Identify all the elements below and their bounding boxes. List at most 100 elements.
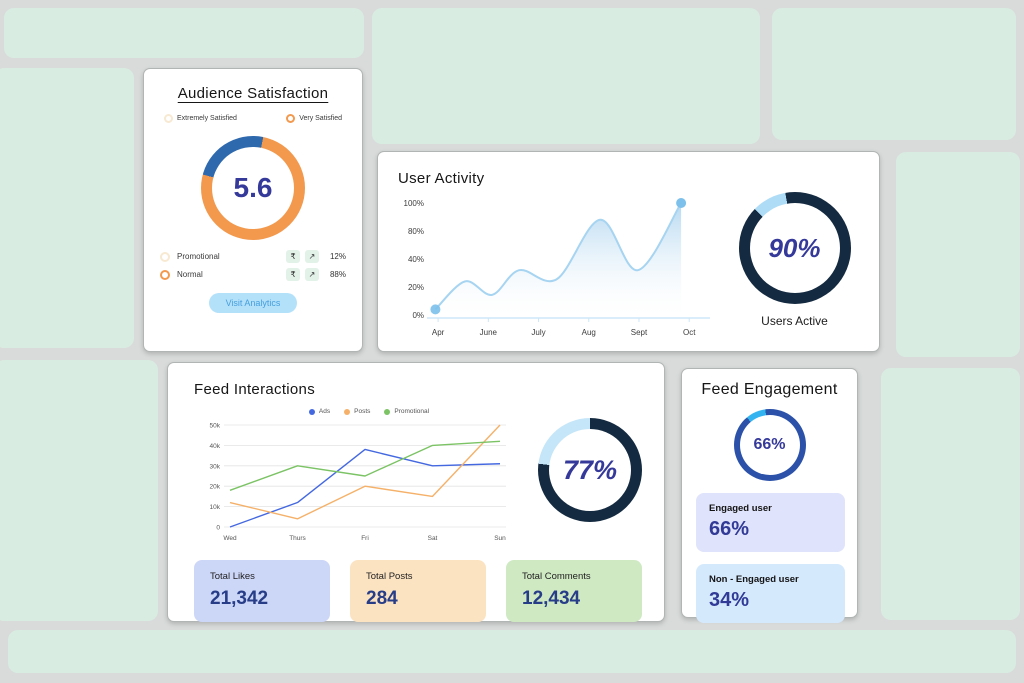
satisfaction-metrics: Promotional ₹ ↗ 12% Normal ₹ ↗ 88% (158, 250, 348, 281)
users-active-label: Users Active (761, 314, 828, 328)
legend-ads: Ads (308, 408, 331, 415)
svg-text:30k: 30k (210, 463, 221, 470)
background-tile (4, 8, 364, 58)
card-title: Feed Engagement (701, 381, 838, 398)
card-title: Audience Satisfaction (177, 85, 329, 102)
svg-text:July: July (531, 328, 545, 337)
users-active-donut-chart: 90% (738, 192, 851, 304)
engage-value: 66% (709, 518, 750, 540)
user-activity-area-chart: 100% 80% 40% 20% 0% Apr June July Aug Sept Oct (404, 198, 710, 337)
non-engaged-user-box: Non - Engaged user 34% (696, 564, 845, 623)
currency-icon[interactable]: ₹ (286, 268, 300, 281)
svg-text:Aug: Aug (582, 328, 596, 337)
feed-interactions-stats: Total Likes 21,342 Total Posts 284 Total… (194, 560, 642, 622)
users-active-panel: 90% Users Active (726, 166, 863, 343)
card-title: User Activity (398, 170, 485, 187)
svg-text:Thurs: Thurs (289, 535, 306, 542)
legend-dot-icon (384, 408, 391, 415)
svg-text:50k: 50k (210, 423, 221, 430)
engaged-user-box: Engaged user 66% (696, 493, 845, 552)
legend-label: Posts (354, 408, 371, 415)
legend-label: Extremely Satisfied (177, 115, 237, 122)
feed-engagement-donut-chart: 66% (733, 409, 806, 481)
card-title: Feed Interactions (194, 381, 315, 398)
background-tile (772, 8, 1016, 140)
engage-value: 34% (709, 589, 750, 611)
svg-text:100%: 100% (404, 199, 424, 208)
metric-label: Normal (177, 270, 203, 279)
stat-value: 284 (366, 588, 398, 609)
users-active-value: 90% (768, 232, 821, 263)
satisfaction-score: 5.6 (233, 172, 273, 203)
svg-text:40%: 40% (408, 255, 424, 264)
stat-value: 12,434 (522, 588, 581, 609)
legend-very-satisfied: Very Satisfied (286, 114, 342, 123)
feed-interactions-value: 77% (562, 454, 618, 485)
svg-text:June: June (480, 328, 498, 337)
legend-label: Ads (318, 408, 331, 415)
svg-text:20%: 20% (408, 283, 424, 292)
feed-engagement-card: Feed Engagement 66% Engaged user 66% Non… (681, 368, 858, 623)
legend-extremely-satisfied: Extremely Satisfied (164, 114, 237, 123)
trend-arrow-icon[interactable]: ↗ (305, 268, 319, 281)
engage-label: Engaged user (709, 503, 772, 514)
total-posts-stat: Total Posts 284 (350, 560, 486, 622)
stat-value: 21,342 (210, 588, 269, 609)
background-tile (0, 68, 134, 348)
svg-text:Wed: Wed (223, 535, 237, 542)
metric-row-normal: Normal ₹ ↗ 88% (160, 268, 346, 281)
total-likes-stat: Total Likes 21,342 (194, 560, 330, 622)
metric-label: Promotional (177, 252, 220, 261)
legend-circle-icon (160, 251, 170, 262)
user-activity-chart-area: User Activity 100% 80% 40% 20% 0% Apr June July… (396, 166, 726, 343)
legend-posts: Posts (344, 408, 370, 415)
svg-text:Sat: Sat (428, 535, 438, 542)
stat-label: Total Comments (522, 571, 591, 582)
legend-circle-icon (286, 114, 296, 123)
legend-dot-icon (308, 408, 315, 415)
svg-text:80%: 80% (408, 227, 424, 236)
svg-text:Sept: Sept (631, 328, 648, 337)
legend-circle-icon (160, 269, 170, 280)
visit-analytics-button[interactable]: Visit Analytics (208, 293, 298, 313)
satisfaction-legend: Extremely Satisfied Very Satisfied (158, 114, 348, 123)
engage-label: Non - Engaged user (709, 574, 799, 585)
feed-interactions-body: Ads Posts Promotional 50k 40k 30k 20k 10k 0 We… (194, 404, 642, 550)
metric-value: 12% (329, 252, 346, 261)
feed-interactions-chart-area: Ads Posts Promotional 50k 40k 30k 20k 10k 0 We… (194, 404, 514, 550)
line-chart-legend: Ads Posts Promotional (224, 408, 514, 415)
legend-promotional: Promotional (384, 408, 429, 415)
user-activity-card: User Activity 100% 80% 40% 20% 0% Apr June July… (377, 151, 880, 352)
trend-arrow-icon[interactable]: ↗ (305, 250, 319, 263)
metric-row-promotional: Promotional ₹ ↗ 12% (160, 250, 346, 263)
legend-label: Promotional (394, 408, 430, 415)
legend-label: Very Satisfied (299, 115, 342, 122)
total-comments-stat: Total Comments 12,434 (506, 560, 642, 622)
background-tile (881, 368, 1020, 620)
svg-text:20k: 20k (210, 484, 221, 491)
svg-text:Apr: Apr (432, 328, 445, 337)
svg-text:10k: 10k (210, 504, 221, 511)
svg-text:40k: 40k (210, 443, 221, 450)
background-tile (372, 8, 760, 144)
svg-text:Sun: Sun (494, 535, 506, 542)
legend-dot-icon (344, 408, 351, 415)
svg-text:Oct: Oct (683, 328, 696, 337)
satisfaction-donut-chart: 5.6 (201, 136, 305, 240)
currency-icon[interactable]: ₹ (286, 250, 300, 263)
feed-interactions-card: Feed Interactions Ads Posts Promotional (167, 362, 665, 622)
audience-satisfaction-card: Audience Satisfaction Extremely Satisfie… (143, 68, 363, 352)
background-tile (896, 152, 1020, 357)
svg-text:Fri: Fri (361, 535, 369, 542)
background-tile (0, 360, 158, 621)
legend-circle-icon (164, 114, 173, 123)
stat-label: Total Likes (210, 571, 255, 582)
metric-value: 88% (329, 270, 346, 279)
background-bottom-bar (8, 630, 1016, 673)
svg-text:0%: 0% (412, 311, 424, 320)
feed-interactions-donut-chart: 77% (538, 418, 642, 522)
stat-label: Total Posts (366, 571, 413, 582)
feed-engagement-value: 66% (753, 436, 786, 453)
